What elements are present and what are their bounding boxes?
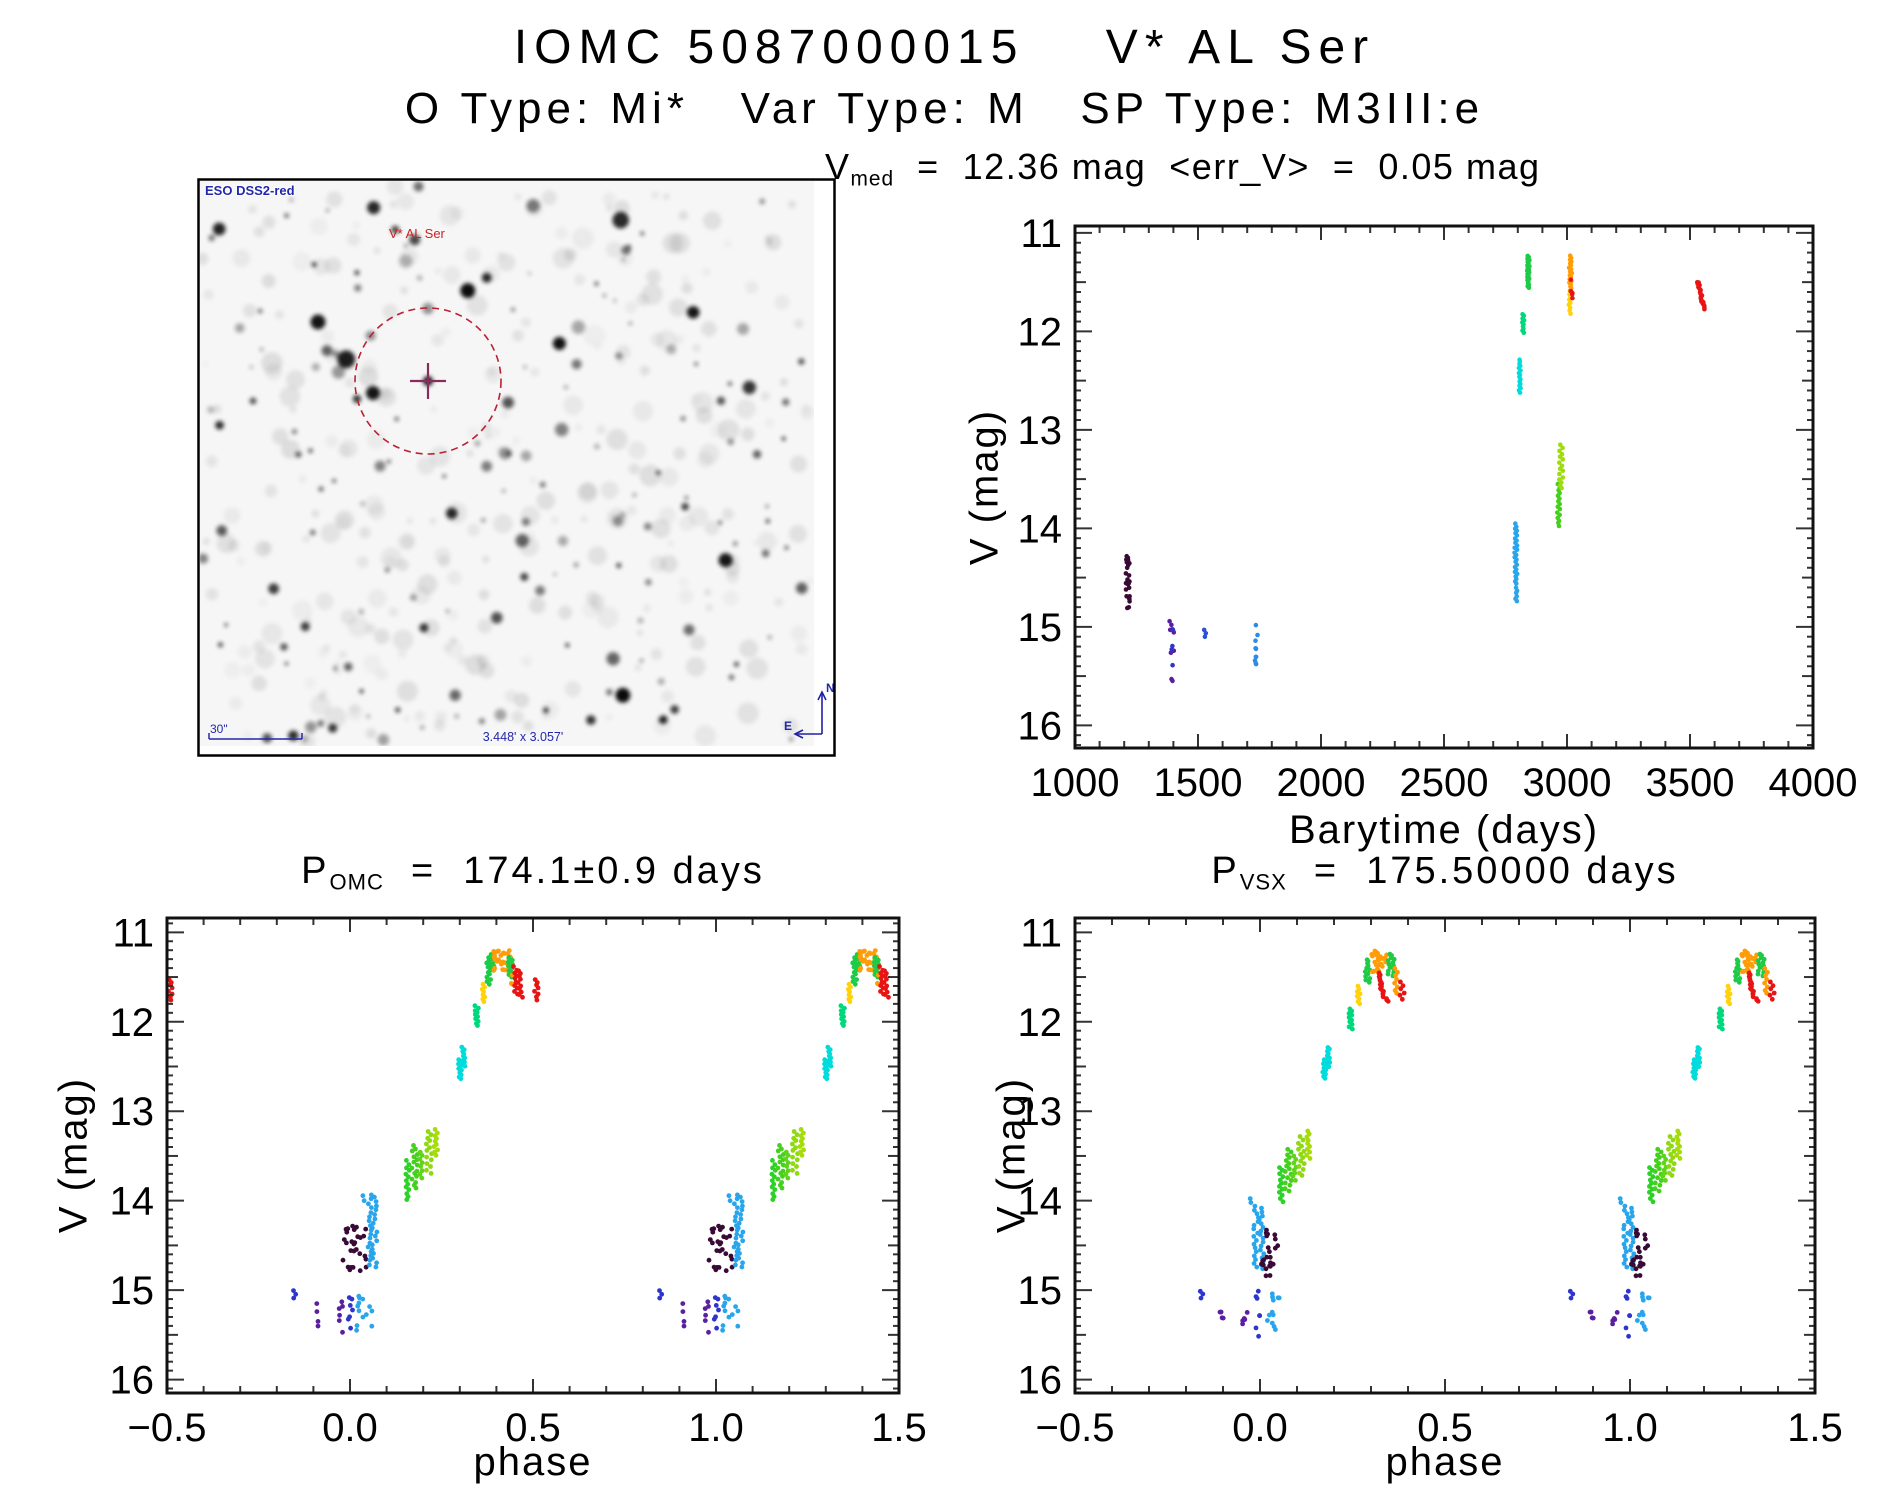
svg-text:3500: 3500: [1646, 761, 1735, 805]
page-title: IOMC 5087000015 V* AL Ser: [513, 21, 1376, 74]
svg-text:1.0: 1.0: [688, 1406, 744, 1450]
lightcurve-tick-labels: 1000 1500 2000 2500 3000 3500 4000 11 12 13 14 15 16: [1018, 212, 1858, 805]
svg-text:0.0: 0.0: [322, 1406, 378, 1450]
svg-text:14: 14: [110, 1180, 155, 1224]
svg-text:12: 12: [1018, 1001, 1063, 1045]
svg-text:0.5: 0.5: [1417, 1406, 1473, 1450]
svg-text:1500: 1500: [1154, 761, 1243, 805]
svg-text:1.0: 1.0: [1602, 1406, 1658, 1450]
svg-text:11: 11: [112, 911, 154, 955]
svg-text:15: 15: [1018, 1269, 1063, 1313]
phase_omc-tick-labels: −0.5 0.0 0.5 1.0 1.5 11 12 13 14 15 16: [110, 911, 927, 1450]
lightcurve-xaxis-label: Barytime (days): [1288, 808, 1600, 852]
target-circle: [354, 307, 502, 455]
lightcurve-points: [1123, 253, 1707, 684]
svg-text:0.5: 0.5: [505, 1406, 561, 1450]
svg-text:1.5: 1.5: [871, 1406, 927, 1450]
svg-text:13: 13: [1018, 1090, 1063, 1134]
phase_omc-frame: [165, 916, 901, 1395]
svg-text:4000: 4000: [1769, 761, 1858, 805]
phase_vsx-points: [1197, 948, 1777, 1339]
omc-period-header: POMC = 174.1±0.9 days: [301, 850, 765, 895]
svg-text:13: 13: [110, 1090, 155, 1134]
scale-label: 30": [210, 722, 228, 736]
svg-text:15: 15: [110, 1269, 155, 1313]
omc-xaxis-label: phase: [473, 1440, 593, 1484]
svg-text:0.0: 0.0: [1232, 1406, 1288, 1450]
page-subtitle: O Type: Mi* Var Type: M SP Type: M3III:e: [404, 84, 1485, 133]
svg-text:12: 12: [110, 1001, 155, 1045]
svg-text:13: 13: [1018, 409, 1063, 453]
compass-east-label: E: [784, 719, 792, 733]
target-cross-marker: [410, 363, 446, 399]
compass-north-label: N: [826, 681, 835, 695]
svg-text:1000: 1000: [1031, 761, 1120, 805]
svg-text:11: 11: [1020, 212, 1062, 256]
svg-text:14: 14: [1018, 1180, 1063, 1224]
target-label: V* AL Ser: [389, 226, 446, 241]
finder-frame: [197, 178, 836, 757]
vsx-period-header: PVSX = 175.50000 days: [1211, 850, 1679, 895]
svg-text:3000: 3000: [1523, 761, 1612, 805]
phase_vsx-tick-labels: −0.5 0.0 0.5 1.0 1.5 11 12 13 14 15 16: [1018, 911, 1843, 1450]
scale-bar: [208, 733, 303, 740]
phase_omc-points: [167, 948, 899, 1335]
svg-text:−0.5: −0.5: [1036, 1406, 1115, 1450]
lightcurve-frame: [1073, 224, 1815, 750]
svg-text:16: 16: [1018, 1359, 1063, 1403]
svg-text:1.5: 1.5: [1787, 1406, 1843, 1450]
finder-chart-panel: V* AL Ser ESO DSS2-red 30" 3.448' x 3.05…: [197, 178, 836, 757]
svg-text:2000: 2000: [1277, 761, 1366, 805]
vsx-xaxis-label: phase: [1385, 1440, 1505, 1484]
svg-text:15: 15: [1018, 606, 1063, 650]
svg-text:16: 16: [110, 1359, 155, 1403]
svg-text:16: 16: [1018, 704, 1063, 748]
survey-label: ESO DSS2-red: [205, 183, 295, 198]
svg-text:14: 14: [1018, 507, 1063, 551]
starfield-image: [200, 181, 814, 746]
svg-text:12: 12: [1018, 310, 1063, 354]
phase_vsx-axes: [1074, 918, 1816, 1393]
svg-text:2500: 2500: [1400, 761, 1489, 805]
phase_vsx-frame: [1073, 916, 1817, 1395]
svg-text:−0.5: −0.5: [128, 1406, 207, 1450]
compass-icon: [793, 690, 827, 739]
svg-text:11: 11: [1020, 911, 1062, 955]
lightcurve-header: Vmed = 12.36 mag <err_V> = 0.05 mag: [825, 146, 1541, 191]
fov-label: 3.448' x 3.057': [483, 730, 564, 744]
